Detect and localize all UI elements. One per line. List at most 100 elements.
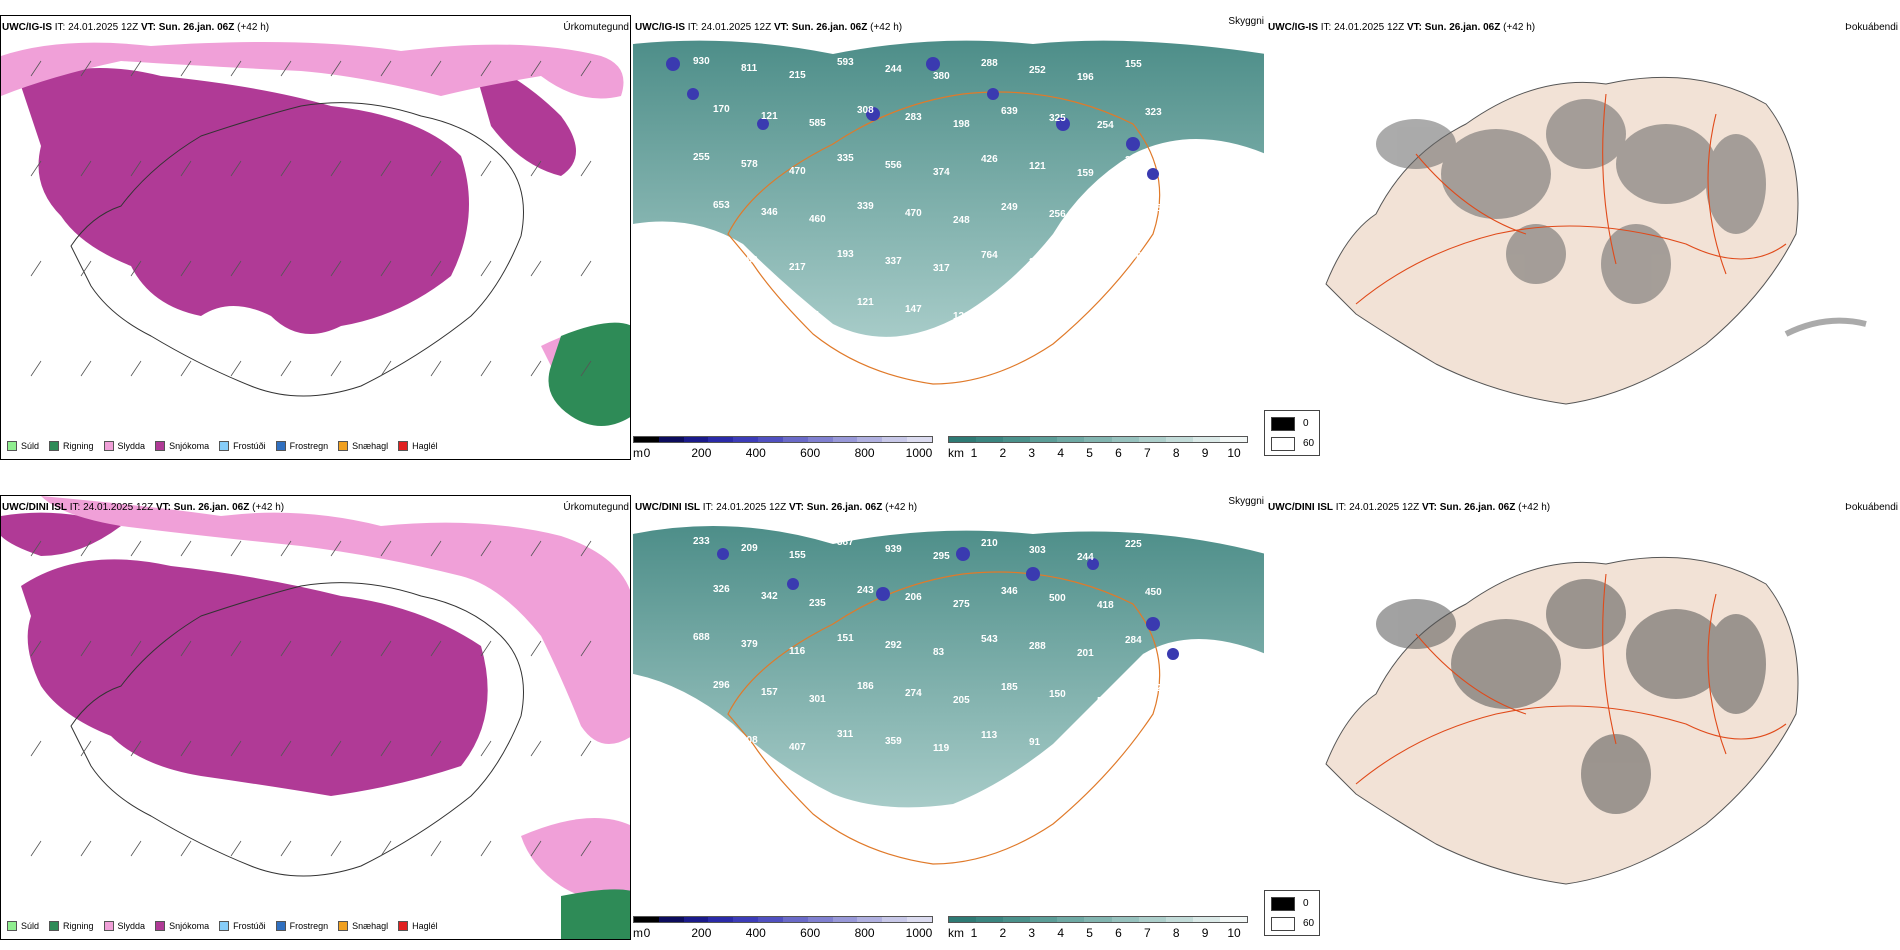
it-value: 24.01.2025 12Z	[701, 22, 772, 33]
lead-time: (+42 h)	[870, 22, 903, 33]
it-value: 24.01.2025 12Z	[68, 22, 139, 33]
fog-roads	[1355, 93, 1787, 305]
colorbar-tick: 4	[1057, 926, 1064, 940]
vt-value: Sun. 26.jan. 06Z	[791, 22, 868, 33]
cloud-base-label: 348	[1145, 203, 1162, 214]
legend-swatch	[398, 921, 409, 931]
lead-time: (+42 h)	[252, 502, 285, 513]
colorbar-segment	[1030, 917, 1058, 922]
cloud-base-bar	[633, 436, 933, 443]
colorbar-segment	[1219, 917, 1248, 922]
wind-barbs	[30, 60, 592, 377]
it-label: IT:	[687, 22, 699, 33]
legend-swatch	[155, 921, 166, 931]
colorbar-tick: 5	[1086, 446, 1093, 460]
precip-map[interactable]: Súld Rigning Slydda Snjókoma Frostúði Frostre…	[0, 15, 631, 460]
cloud-base-label: 198	[953, 119, 970, 130]
legend-label: Snjókoma	[169, 441, 210, 451]
legend-item: Rigning	[49, 921, 94, 931]
fog-map[interactable]	[1266, 34, 1897, 434]
cloud-base-label: 218	[1077, 264, 1094, 275]
colorbar-tick: 7	[1143, 926, 1151, 940]
colorbar-tick: 0	[643, 926, 651, 940]
precip-area-sleet	[41, 496, 630, 900]
visibility-unit: km	[948, 926, 964, 940]
legend-label: Snjókoma	[169, 921, 210, 931]
cloud-base-label: 210	[981, 538, 998, 549]
colorbar-tick: 1	[970, 446, 978, 460]
colorbar-tick: 400	[745, 926, 766, 940]
cloud-base-label: 939	[885, 544, 902, 555]
cloud-map[interactable]: 930 811 215 593 244 380 288 252 196 155 170 121 585 3…	[633, 34, 1264, 434]
colorbar-segment	[758, 917, 783, 922]
model-name: UWC/IG-IS	[2, 22, 52, 33]
cloud-map[interactable]: 233 209 155 387 939 295 210 303 244 225 326 342 235 2…	[633, 514, 1264, 914]
colorbar-segment	[683, 437, 709, 442]
vt-value: Sun. 26.jan. 06Z	[158, 22, 235, 33]
cloud-base-label: 386	[1125, 251, 1142, 262]
model-name: UWC/IG-IS	[635, 22, 685, 33]
fog-key-swatch-1	[1271, 917, 1295, 931]
cloud-base-label: 243	[857, 585, 874, 596]
legend-item: Frostregn	[275, 921, 328, 931]
colorbar-tick: 6	[1115, 926, 1122, 940]
colorbar-tick: 9	[1201, 926, 1209, 940]
it-label: IT:	[1320, 22, 1332, 33]
iceland-outline	[70, 582, 524, 877]
legend-item: Rigning	[49, 441, 94, 451]
legend-swatch	[103, 921, 114, 931]
cloud-base-label: 283	[905, 112, 922, 123]
forecast-row-igis: Súld Rigning Slydda Snjókoma Frostúði Frostre…	[0, 0, 1900, 460]
colorbar-tick: 5	[1086, 926, 1093, 940]
vt-label: VT:	[140, 22, 156, 33]
cloud-base-label: 288	[1029, 641, 1046, 652]
precip-area-snow	[21, 56, 576, 334]
panel-title: Skyggni	[1228, 496, 1264, 507]
colorbar-tick: 8	[1172, 446, 1180, 460]
cloud-base-label: 470	[905, 208, 922, 219]
colorbar-segment	[683, 917, 709, 922]
cloud-base-label: 185	[1001, 682, 1018, 693]
colorbar-segment	[882, 917, 908, 922]
colorbar-tick: 800	[854, 446, 875, 460]
cloud-base-label: 108	[1145, 299, 1162, 310]
vt-label: VT:	[155, 502, 171, 513]
colorbar-segment	[832, 437, 858, 442]
fog-key-swatch-0	[1271, 417, 1295, 431]
cloud-base-label: 41	[809, 310, 821, 321]
cloud-base-label: 121	[761, 111, 778, 122]
colorbar-segment	[733, 917, 759, 922]
panel-title: Úrkomutegund	[563, 502, 629, 513]
cloud-base-label: 248	[953, 215, 970, 226]
cloud-base-unit: m	[633, 926, 643, 940]
legend-label: Snæhagl	[352, 441, 389, 451]
cloud-base-label: 374	[933, 167, 950, 178]
precip-map[interactable]: Súld Rigning Slydda Snjókoma Frostúði Frostre…	[0, 495, 631, 940]
colorbar-segment	[708, 917, 734, 922]
colorbar-segment	[949, 917, 977, 922]
legend-item: Snæhagl	[338, 921, 388, 931]
colorbar-segment	[658, 437, 684, 442]
fog-map[interactable]	[1266, 514, 1897, 914]
cloud-base-label: 470	[789, 166, 806, 177]
cloud-base-label: 346	[761, 207, 778, 218]
legend-label: Frostúði	[233, 921, 266, 931]
panel-header: UWC/IG-IS IT: 24.01.2025 12Z VT: Sun. 26…	[635, 22, 902, 33]
visibility-colorbar: km 1 2 3 4 5 6 7 8 9 10	[948, 916, 1248, 940]
cloud-base-label: 653	[713, 200, 730, 211]
cloud-base-label: 233	[693, 536, 710, 547]
cloud-base-labels: 930 811 215 593 244 380 288 252 196 155 170 121 585 3…	[693, 56, 1162, 323]
cloud-base-label: 83	[933, 647, 945, 658]
legend-swatch	[338, 921, 349, 931]
cloud-base-ticks: 0 200 400 600 800 1000	[633, 926, 933, 940]
cloud-base-label: 120	[953, 311, 970, 322]
it-label: IT:	[69, 502, 81, 513]
colorbar-tick: 1000	[905, 926, 933, 940]
it-value: 24.01.2025 12Z	[83, 502, 154, 513]
legend-item: Súld	[7, 921, 39, 931]
colorbar-tick: 600	[800, 926, 821, 940]
visibility-bar	[948, 916, 1248, 923]
colorbar-segment	[976, 437, 1004, 442]
cloud-base-label: 206	[905, 592, 922, 603]
colorbar-segment	[857, 917, 883, 922]
